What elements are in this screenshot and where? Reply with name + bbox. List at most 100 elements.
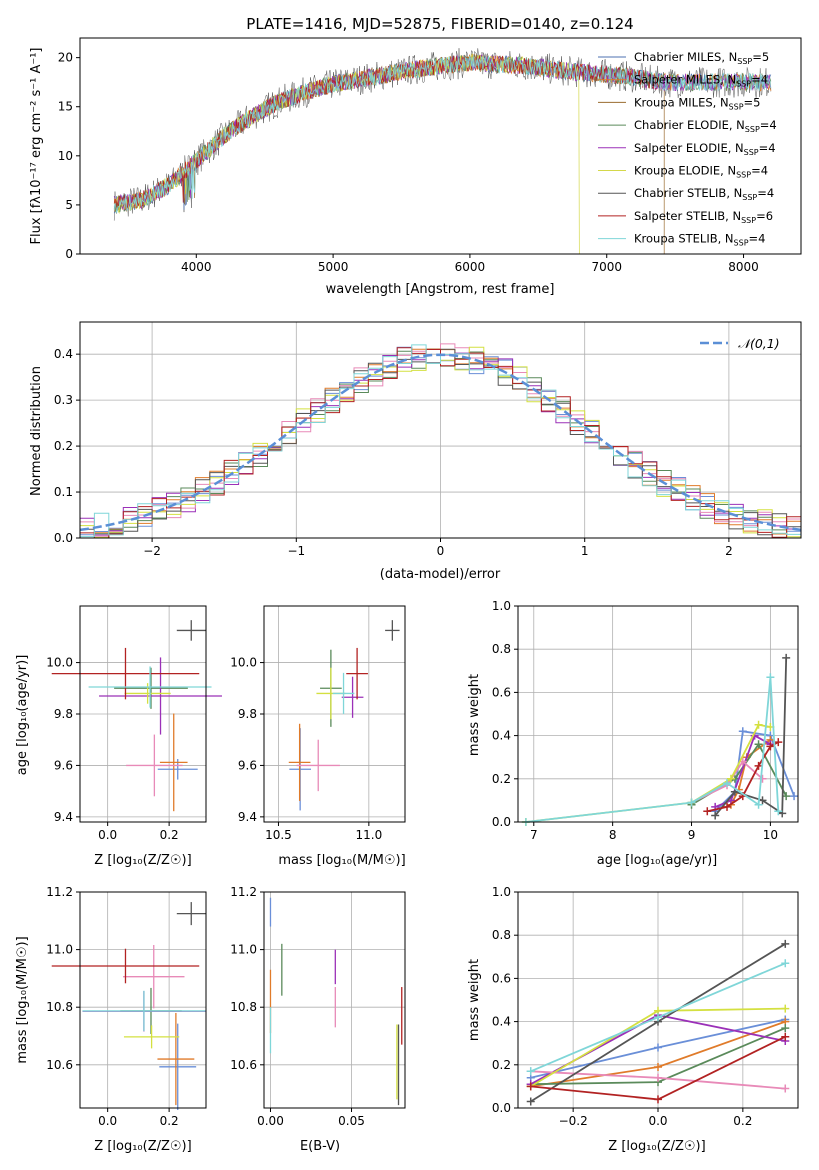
y-tick-label: 11.0 [46,943,73,957]
legend-label: Chabrier MILES, NSSP=5 [634,50,769,66]
y-tick-label: 0.0 [492,815,511,829]
y-tick-label: 10.6 [230,1058,257,1072]
weight-marker [723,802,732,811]
x-tick-label: 2 [725,544,733,558]
age-vs-z-panel: 0.0 0.2 9.4 9.6 9.8 10.0 Z [log₁₀(Z/Z☉)] age … [15,605,222,868]
x-tick-label: 11.0 [355,828,382,842]
weight-marker [766,673,775,682]
mass-z-ylabel: mass [log₁₀(M/M☉)] [15,936,30,1063]
x-tick-label: 1 [581,544,589,558]
gaussian-curve [80,353,801,532]
legend-label: Chabrier ELODIE, NSSP=4 [634,118,777,134]
y-tick-label: 9.4 [54,810,73,824]
y-tick-label: 11.0 [230,943,257,957]
y-tick-label: 0.2 [492,772,511,786]
y-tick-label: 9.8 [54,707,73,721]
residuals-histograms [80,343,801,538]
legend-label: Salpeter MILES, NSSP=4 [634,73,768,89]
x-tick-label: 0.0 [98,1114,117,1128]
mass-weight-vs-age-panel: 7 8 9 10 0.0 0.2 0.4 0.6 0.8 1.0 age [log₁₀(age/y… [467,599,799,868]
spectrum-series-line [113,54,772,214]
axes-frame [79,891,207,1109]
weight-marker [654,1073,662,1082]
errorbar-point [126,734,183,797]
y-tick-label: 0.2 [54,439,73,453]
y-tick-label: 9.6 [54,758,73,772]
spectrum-legend: Chabrier MILES, NSSP=5 Salpeter MILES, NS… [598,50,777,248]
x-tick-label: 0.2 [733,1114,752,1128]
errorbar-point [346,647,368,700]
y-tick-label: 10.8 [46,1000,73,1014]
errorbar-point [341,676,364,718]
y-tick-label: 9.6 [238,758,257,772]
errorbar-point [82,990,206,1032]
weight-series-line [691,760,764,804]
y-tick-label: 10.0 [46,656,73,670]
age-z-ylabel: age [log₁₀(age/yr)] [15,655,30,776]
x-tick-label: 0.05 [338,1114,365,1128]
mw-age-ylabel: mass weight [467,674,482,756]
legend-label: Kroupa ELODIE, NSSP=4 [634,164,768,180]
errorbar-point [51,647,200,700]
weight-marker [774,738,783,747]
spectrum-ylabel: Flux [fλ10⁻¹⁷ erg cm⁻² s⁻¹ A⁻¹] [29,48,44,245]
weight-marker [526,1082,535,1091]
residuals-axes: −2 −1 0 1 2 0.0 0.1 0.2 0.3 0.4 [54,321,802,558]
x-tick-label: 7 [530,828,538,842]
y-tick-label: 10.6 [46,1058,73,1072]
weight-marker [654,1095,662,1104]
weight-marker [758,774,767,783]
weight-marker [526,1097,535,1106]
weight-marker [781,1032,790,1041]
mass-ebv-xlabel: E(B-V) [300,1139,340,1154]
legend-label: Kroupa MILES, NSSP=5 [634,95,760,111]
x-tick-label: 10 [763,828,778,842]
y-tick-label: 10 [58,149,73,163]
errorbar-point [159,1023,197,1111]
y-tick-label: 11.2 [230,885,257,899]
x-tick-label: 0.2 [160,828,179,842]
weight-marker [782,653,791,662]
errorbar-point [114,667,188,709]
weight-series-line [714,734,771,808]
age-vs-mass-panel: 10.5 11.0 9.4 9.6 9.8 10.0 mass [log₁₀(M/M☉)] [230,605,406,868]
weight-marker [526,1067,535,1076]
residuals-panel: −2 −1 0 1 2 0.0 0.1 0.2 0.3 0.4 𝒩(0,1) (data-mode… [29,321,802,582]
x-tick-label: 5000 [318,260,349,274]
errorbar-point [157,1012,195,1106]
y-tick-label: 0.6 [492,971,511,985]
legend-label: Chabrier STELIB, NSSP=4 [634,186,774,202]
y-tick-label: 0.4 [54,347,73,361]
residuals-xlabel: (data-model)/error [380,567,501,582]
weight-marker [754,761,763,770]
weight-marker [654,1062,662,1071]
residuals-ylabel: Normed distribution [29,366,44,496]
weight-series-line [525,677,780,823]
x-tick-label: 0.0 [98,828,117,842]
age-z-xlabel: Z [log₁₀(Z/Z☉)] [94,853,191,868]
y-tick-label: 0.4 [492,1015,511,1029]
spectrum-lines [113,48,772,254]
x-tick-label: −2 [143,544,161,558]
errorbar-point [296,739,340,792]
weight-marker [654,1043,662,1052]
legend-label: Salpeter STELIB, NSSP=6 [634,209,773,225]
weight-marker [766,742,775,751]
mass-z-xlabel: Z [log₁₀(Z/Z☉)] [94,1139,191,1154]
x-tick-label: 8 [609,828,617,842]
y-tick-label: 0.4 [492,729,511,743]
weight-marker [754,740,763,749]
x-tick-label: −0.2 [559,1114,588,1128]
weight-marker [790,792,799,801]
y-tick-label: 15 [58,100,73,114]
weight-marker [723,779,732,788]
weight-marker [703,807,712,816]
legend-label: Salpeter ELODIE, NSSP=4 [634,141,776,157]
weight-marker [781,1084,790,1093]
x-tick-label: 8000 [728,260,759,274]
y-tick-label: 0.2 [492,1058,511,1072]
errorbar-point [123,944,185,1009]
y-tick-label: 0 [65,247,73,261]
errorbar-point [51,948,200,984]
